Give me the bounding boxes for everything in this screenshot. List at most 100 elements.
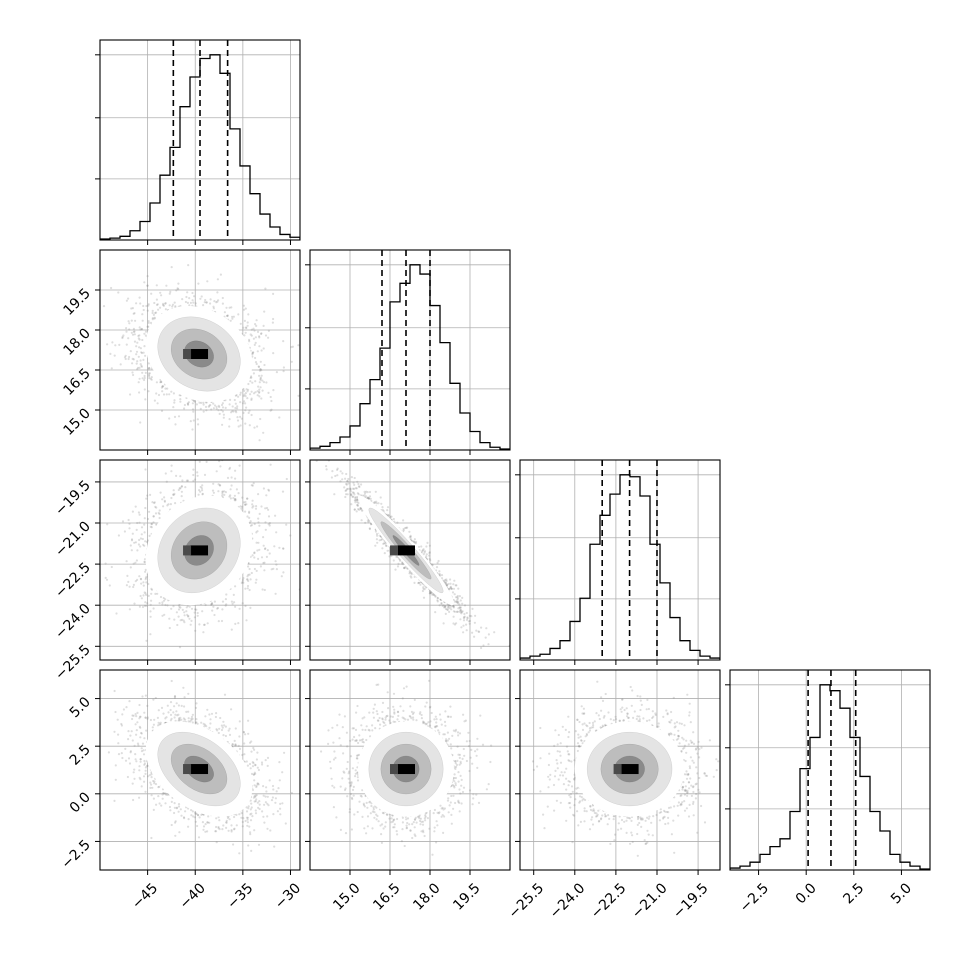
scatter-point [252, 337, 255, 340]
scatter-point [119, 363, 122, 366]
scatter-point [150, 522, 153, 526]
scatter-point [140, 327, 143, 330]
scatter-point [231, 317, 234, 320]
scatter-point [152, 521, 155, 524]
scatter-point [154, 505, 157, 508]
density-peak [190, 349, 209, 359]
scatter-point [213, 300, 216, 303]
scatter-point [160, 380, 163, 383]
scatter-point [258, 369, 262, 372]
scatter-point [178, 394, 181, 397]
scatter-point [252, 392, 256, 395]
scatter-point [130, 538, 134, 541]
scatter-point [162, 393, 166, 396]
scatter-point [242, 326, 245, 329]
scatter-point [142, 358, 145, 361]
scatter-point [229, 488, 232, 491]
scatter-point [264, 528, 267, 531]
scatter-point [267, 391, 270, 394]
scatter-point [151, 318, 154, 321]
scatter-point [141, 377, 144, 380]
scatter-point [166, 504, 169, 507]
scatter-point [396, 565, 400, 568]
scatter-point [258, 391, 261, 394]
scatter-point [380, 538, 383, 542]
scatter-point [247, 382, 250, 386]
scatter-point [256, 530, 259, 533]
scatter-point [150, 523, 153, 526]
scatter-point [139, 328, 142, 331]
scatter-point [220, 408, 223, 412]
scatter-point [206, 622, 209, 625]
scatter-point [217, 409, 220, 412]
scatter-point [280, 575, 283, 578]
scatter-point [141, 313, 144, 316]
scatter-point [153, 501, 156, 504]
scatter-point [177, 608, 181, 611]
scatter-point [233, 499, 236, 502]
scatter-point [126, 574, 129, 578]
scatter-point [217, 620, 220, 623]
scatter-point [131, 307, 134, 310]
scatter-point [242, 411, 245, 414]
scatter-point [142, 584, 145, 587]
scatter-point [196, 474, 199, 477]
scatter-point [143, 388, 146, 391]
scatter-point [127, 337, 130, 340]
scatter-point [158, 516, 161, 520]
scatter-point [144, 540, 147, 543]
scatter-point [375, 532, 379, 536]
scatter-point [172, 406, 175, 409]
scatter-point [185, 606, 188, 609]
scatter-point [260, 332, 263, 335]
scatter-point [146, 602, 149, 605]
scatter-point [259, 377, 262, 380]
scatter-point [176, 287, 179, 290]
scatter-point [249, 333, 252, 336]
scatter-point [135, 559, 138, 562]
scatter-point [134, 561, 137, 564]
scatter-point [200, 295, 203, 298]
scatter-point [245, 456, 247, 458]
scatter-point [211, 601, 214, 605]
scatter-point [198, 460, 201, 463]
scatter-point [157, 393, 161, 397]
scatter-point [247, 411, 250, 414]
scatter-point [258, 395, 261, 398]
scatter-point [151, 309, 154, 312]
scatter-point [285, 523, 288, 526]
scatter-point [121, 520, 125, 523]
scatter-point [149, 615, 152, 618]
scatter-point [205, 301, 208, 304]
scatter-point [242, 581, 245, 584]
scatter-point [239, 505, 242, 508]
scatter-point [226, 314, 229, 318]
scatter-point [147, 582, 150, 586]
scatter-point [254, 341, 257, 344]
scatter-point [128, 355, 131, 359]
scatter-point [261, 379, 264, 382]
scatter-point [221, 600, 225, 603]
scatter-point [145, 639, 148, 642]
scatter-point [143, 561, 146, 564]
scatter-point [144, 330, 148, 333]
scatter-point [251, 503, 254, 506]
scatter-point [248, 338, 251, 341]
scatter-point [182, 619, 185, 622]
scatter-point [409, 535, 412, 539]
scatter-point [253, 552, 256, 555]
scatter-point [135, 353, 138, 356]
scatter-point [143, 374, 146, 378]
scatter-point [257, 517, 260, 520]
scatter-point [460, 611, 464, 614]
scatter-point [181, 298, 184, 301]
scatter-point [215, 301, 218, 304]
scatter-point [434, 595, 437, 598]
scatter-point [123, 356, 127, 359]
scatter-point [121, 335, 124, 338]
scatter-point [140, 597, 143, 600]
scatter-point [264, 521, 267, 524]
scatter-point [168, 626, 171, 630]
scatter-point [397, 562, 400, 566]
scatter-point [211, 609, 214, 612]
